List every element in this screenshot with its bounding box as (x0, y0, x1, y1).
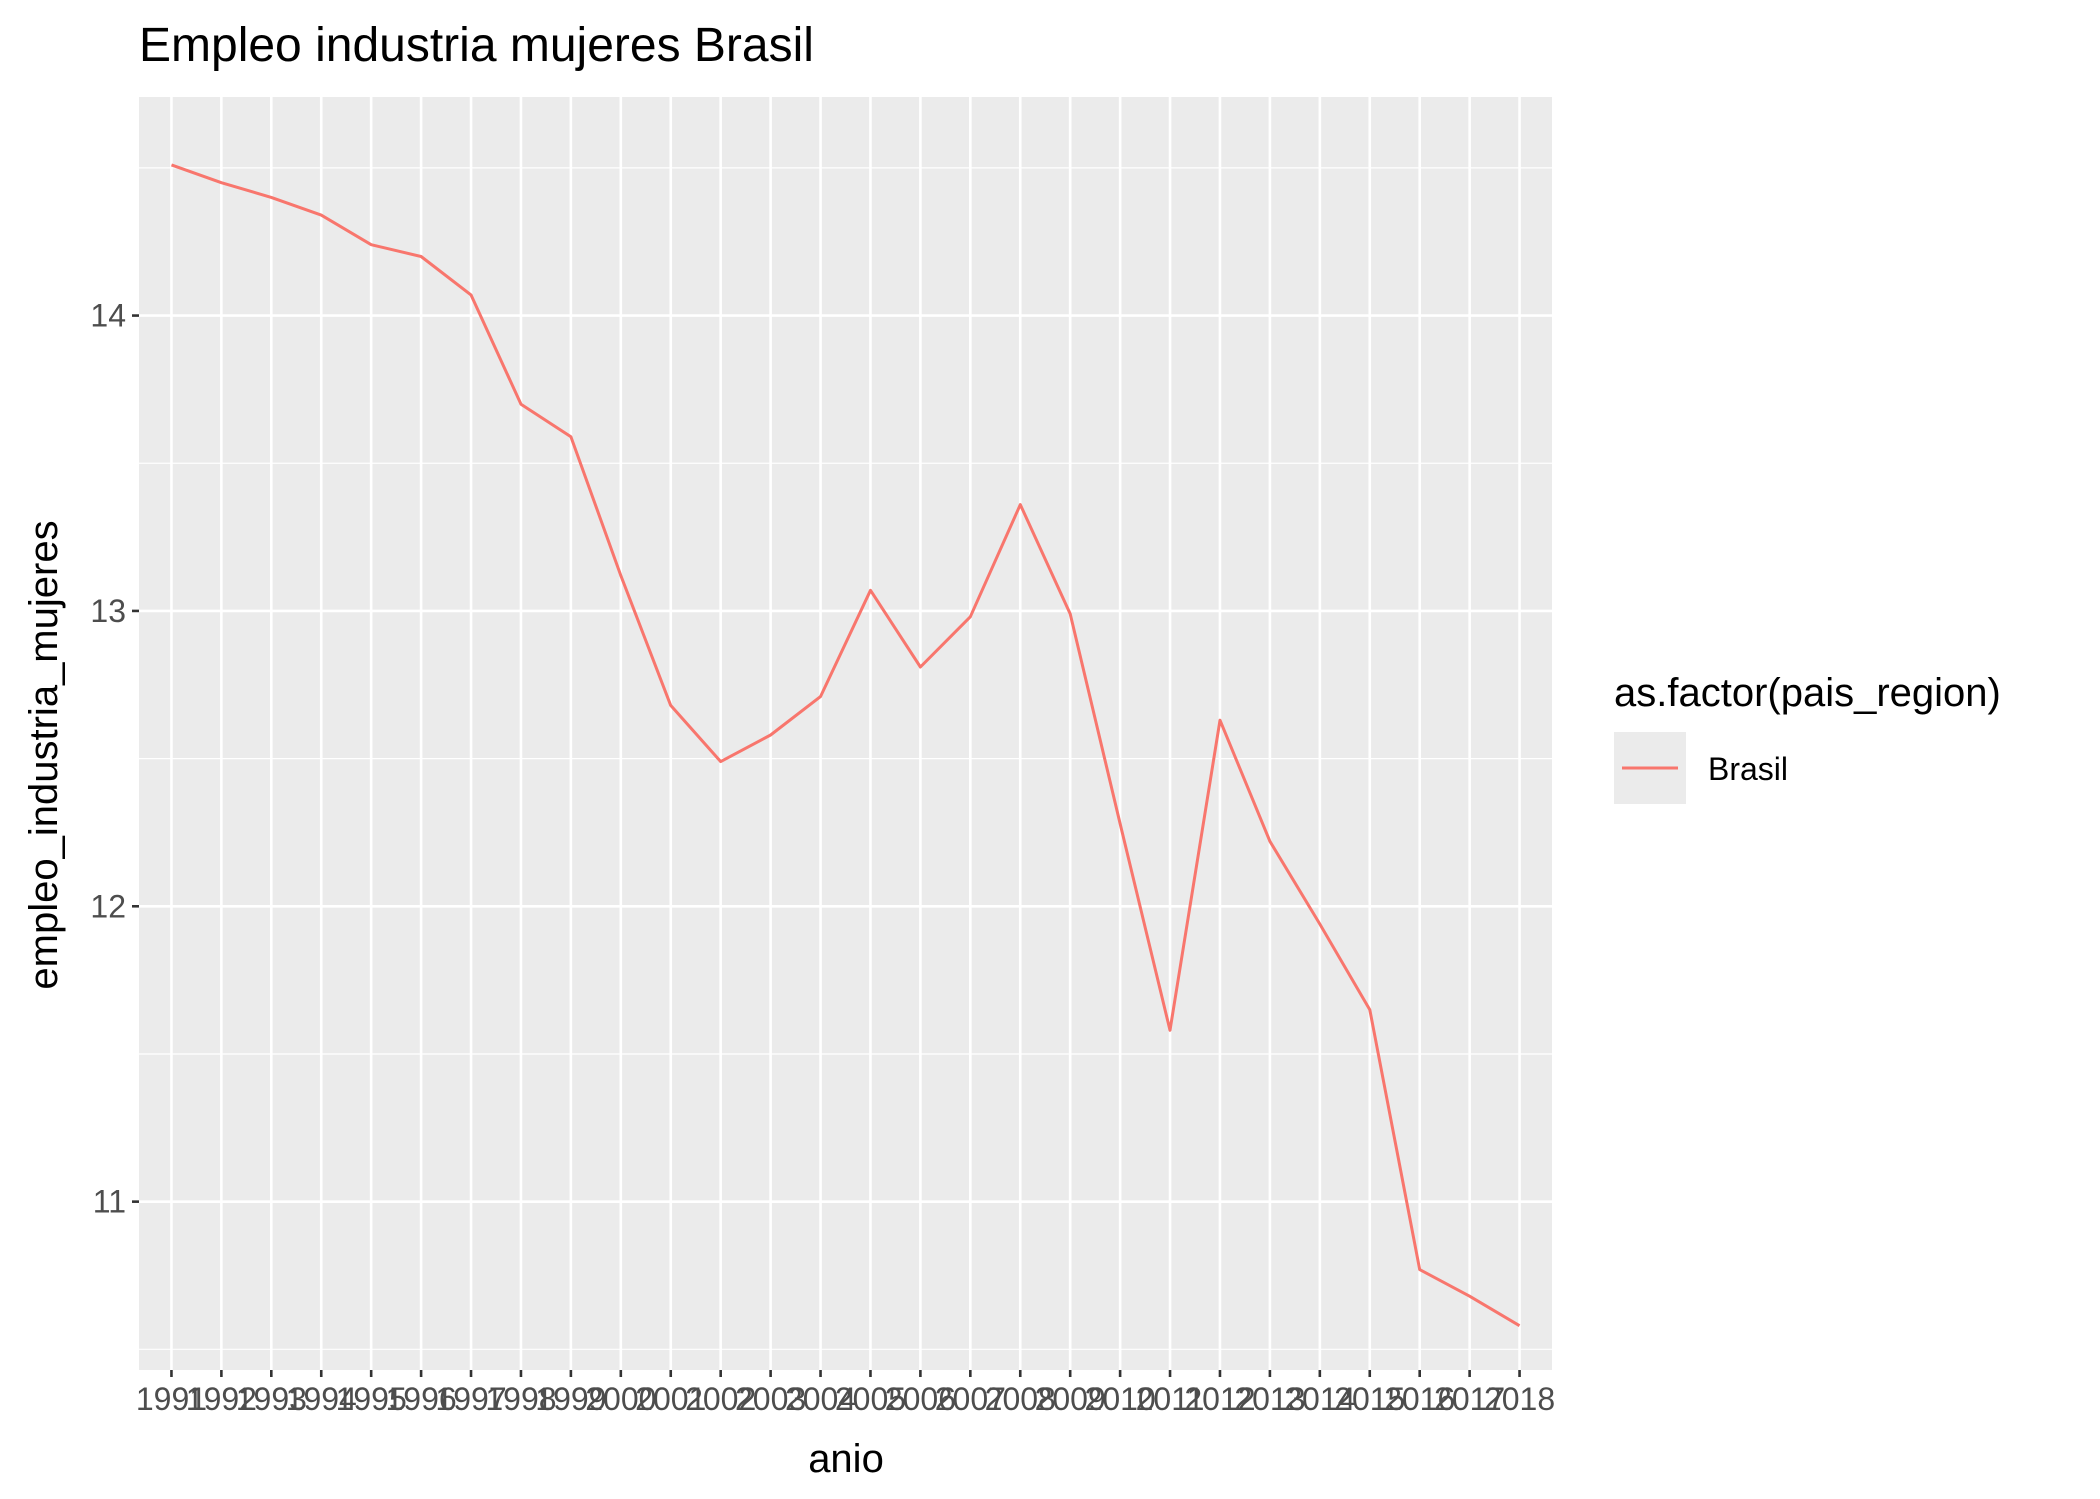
x-tick-label: 2014 (1284, 1381, 1355, 1417)
y-tick-label: 11 (93, 1184, 126, 1220)
x-tick-label: 2001 (635, 1381, 706, 1417)
y-axis: 11 12 13 14 (90, 298, 139, 1220)
x-tick-label: 2011 (1136, 1381, 1205, 1417)
x-tick-label: 1993 (236, 1381, 307, 1417)
x-tick-label: 1999 (535, 1381, 606, 1417)
x-tick-label: 1996 (386, 1381, 457, 1417)
x-axis-title: anio (808, 1437, 884, 1481)
x-tick-label: 2000 (585, 1381, 656, 1417)
x-tick-label: 2017 (1434, 1381, 1505, 1417)
x-tick-label: 2015 (1334, 1381, 1405, 1417)
legend-title: as.factor(pais_region) (1614, 671, 2001, 715)
legend: as.factor(pais_region) Brasil (1614, 671, 2001, 804)
x-tick-label: 2003 (735, 1381, 806, 1417)
x-tick-label: 2012 (1184, 1381, 1255, 1417)
x-tick-label: 1995 (336, 1381, 407, 1417)
x-tick-label: 2006 (885, 1381, 956, 1417)
x-tick-label: 1998 (485, 1381, 556, 1417)
x-tick-label: 2018 (1484, 1381, 1555, 1417)
x-tick-label: 1992 (186, 1381, 257, 1417)
series-line-brasil (170, 163, 1521, 1327)
panel-background (139, 97, 1552, 1370)
x-tick-label: 1994 (286, 1381, 357, 1417)
x-tick-label: 2009 (1035, 1381, 1106, 1417)
plot-panel (139, 97, 1552, 1370)
x-tick-label: 2007 (935, 1381, 1006, 1417)
y-tick-label: 13 (90, 593, 126, 629)
x-tick-label: 2002 (685, 1381, 756, 1417)
x-tick-label: 2004 (785, 1381, 856, 1417)
y-tick-label: 14 (90, 298, 126, 334)
y-axis-title: empleo_industria_mujeres (22, 520, 66, 989)
x-tick-label: 2013 (1234, 1381, 1305, 1417)
x-axis: 1991199219931994199519961997199819992000… (136, 1370, 1555, 1417)
x-tick-label: 2016 (1384, 1381, 1455, 1417)
x-tick-label: 1997 (435, 1381, 506, 1417)
chart-title: Empleo industria mujeres Brasil (139, 19, 814, 72)
x-tick-label: 2008 (985, 1381, 1056, 1417)
legend-label: Brasil (1708, 751, 1788, 787)
x-tick-label: 2005 (835, 1381, 906, 1417)
x-tick-label: 2010 (1085, 1381, 1156, 1417)
y-tick-label: 12 (90, 888, 126, 924)
x-tick-label: 1991 (136, 1381, 207, 1417)
